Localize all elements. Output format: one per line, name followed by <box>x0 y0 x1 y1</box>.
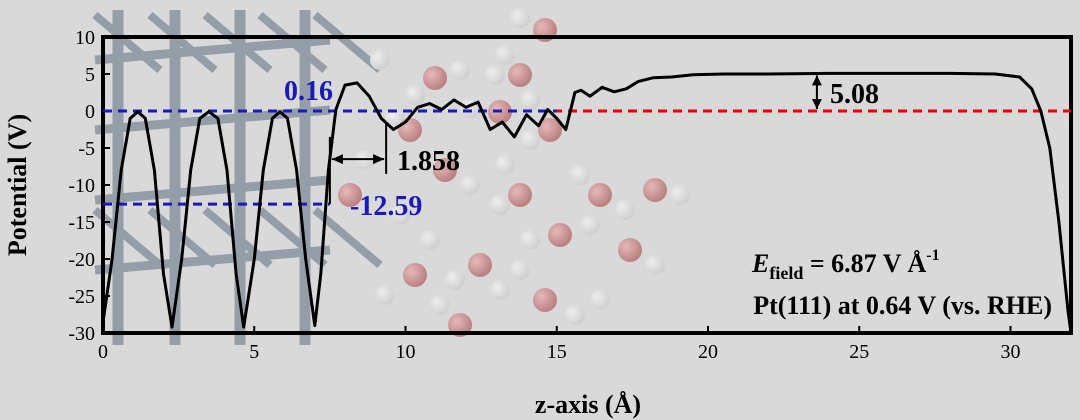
y-tick-label: 0 <box>85 101 95 123</box>
annotation-vacuum-level: 5.08 <box>830 79 879 110</box>
hydrogen-atom <box>460 175 480 195</box>
hydrogen-atom <box>520 230 540 250</box>
distance-arrowhead <box>331 154 343 165</box>
vacuum-arrowhead <box>811 99 822 109</box>
structure-illustration <box>92 8 690 345</box>
hydrogen-atom <box>520 90 540 110</box>
x-tick-label: 25 <box>849 341 869 363</box>
x-tick-label: 0 <box>98 341 108 363</box>
hydrogen-atom <box>495 45 515 65</box>
x-tick-label: 20 <box>698 341 718 363</box>
hydrogen-atom <box>450 60 470 80</box>
hydrogen-atom <box>580 215 600 235</box>
lattice-rod <box>92 206 163 269</box>
hydrogen-atom <box>495 155 515 175</box>
y-axis-title: Potential (V) <box>3 114 32 256</box>
hydrogen-atom <box>375 285 395 305</box>
oxygen-atom <box>618 238 642 262</box>
efield-label: Efield = 6.87 V Å-1 <box>751 247 940 283</box>
x-tick-label: 10 <box>396 341 416 363</box>
hydrogen-atom <box>510 8 530 28</box>
axis-ticks: 0 5 10 15 20 25 30 10 5 0 -5 -10 -15 -20 -25 -30 <box>68 27 1020 363</box>
lattice-rod <box>257 206 328 269</box>
hydrogen-atom <box>385 108 405 128</box>
hydrogen-atom <box>405 85 425 105</box>
vacuum-arrowhead <box>811 75 822 86</box>
lattice-rod <box>202 206 273 269</box>
annotation-inner-potential: -12.59 <box>350 191 422 222</box>
hydrogen-atom <box>445 270 465 290</box>
y-tick-label: -20 <box>68 249 95 271</box>
y-tick-label: -15 <box>68 212 95 234</box>
oxygen-atom <box>508 183 532 207</box>
hydrogen-atom <box>485 65 505 85</box>
oxygen-atom <box>643 178 667 202</box>
y-tick-label: 5 <box>85 64 95 86</box>
hydrogen-atom <box>670 185 690 205</box>
hydrogen-atom <box>590 290 610 310</box>
oxygen-atom <box>538 118 562 142</box>
hydrogen-atom <box>615 200 635 220</box>
hydrogen-atom <box>370 50 390 70</box>
hydrogen-atom <box>490 280 510 300</box>
lattice-rod <box>92 11 163 74</box>
lattice-rod <box>94 175 331 205</box>
hydrogen-atom <box>565 305 585 325</box>
hydrogen-atom <box>430 295 450 315</box>
hydrogen-atom <box>510 260 530 280</box>
oxygen-atom <box>548 223 572 247</box>
x-tick-label: 15 <box>547 341 567 363</box>
series-line <box>101 71 1073 334</box>
y-tick-label: -10 <box>68 175 95 197</box>
y-tick-label: -30 <box>68 323 95 345</box>
hydrogen-atom <box>645 255 665 275</box>
oxygen-atom <box>403 263 427 287</box>
condition-label: Pt(111) at 0.64 V (vs. RHE) <box>753 291 1052 320</box>
hydrogen-atom <box>570 165 590 185</box>
lattice-rod <box>257 11 328 74</box>
x-axis-title: z-axis (Å) <box>535 390 641 419</box>
hydrogen-atom <box>390 205 410 225</box>
annotation-surface-potential: 0.16 <box>284 76 333 107</box>
annotation-distance: 1.858 <box>397 146 460 177</box>
distance-arrowhead <box>373 154 385 165</box>
lattice-rod <box>94 105 331 135</box>
oxygen-atom <box>508 63 532 87</box>
lattice-rod <box>202 11 273 74</box>
oxygen-atom <box>533 288 557 312</box>
x-tick-label: 30 <box>1001 341 1021 363</box>
lattice-rod <box>147 11 218 74</box>
hydrogen-atom <box>520 130 540 150</box>
y-tick-label: -25 <box>68 286 95 308</box>
oxygen-atom <box>423 66 447 90</box>
oxygen-atom <box>338 183 362 207</box>
lattice-rod <box>312 11 383 74</box>
oxygen-atom <box>433 158 457 182</box>
y-tick-label: -5 <box>78 138 95 160</box>
x-tick-label: 5 <box>249 341 259 363</box>
oxygen-atom <box>398 118 422 142</box>
series-layer <box>101 71 1073 334</box>
oxygen-atom <box>468 253 492 277</box>
hydrogen-atom <box>420 230 440 250</box>
oxygen-atom <box>588 183 612 207</box>
hydrogen-atom <box>490 195 510 215</box>
y-tick-label: 10 <box>75 27 95 49</box>
annotation-arrows <box>328 72 827 205</box>
